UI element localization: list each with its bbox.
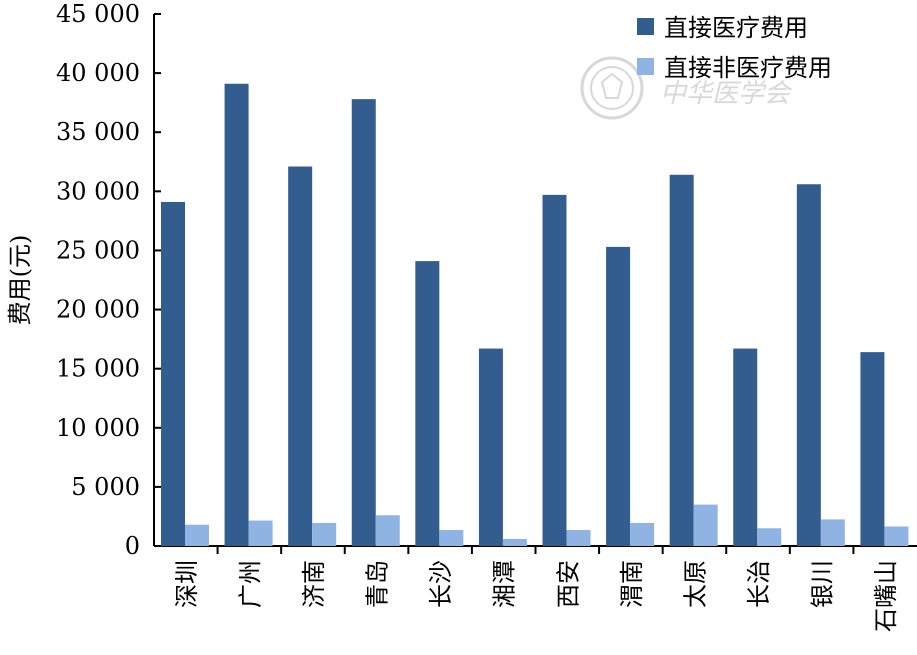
y-tick-label: 5 000 <box>71 473 140 501</box>
bar-direct-medical-1 <box>224 83 249 547</box>
x-axis-labels: 深圳 广州 济南 青岛 长沙 湘潭 西安 渭南 太原 长治 银川 石嘴山 <box>173 546 900 632</box>
bar-direct-nonmedical-4 <box>439 530 464 546</box>
bar-direct-nonmedical-0 <box>185 524 209 546</box>
category-label: 深圳 <box>173 560 201 608</box>
bar-direct-nonmedical-7 <box>630 522 655 546</box>
bar-direct-nonmedical-6 <box>566 530 591 546</box>
legend: 直接医疗费用 直接非医疗费用 <box>637 14 832 82</box>
watermark-text: 中华医学会 <box>660 79 793 109</box>
bar-direct-medical-4 <box>415 261 440 546</box>
category-label: 太原 <box>681 560 709 608</box>
category-label: 济南 <box>300 560 328 608</box>
bar-direct-nonmedical-9 <box>757 528 782 546</box>
bar-direct-medical-6 <box>542 194 567 546</box>
bar-direct-nonmedical-11 <box>884 526 909 546</box>
bar-direct-medical-5 <box>478 348 503 546</box>
category-label: 湘潭 <box>491 560 519 608</box>
bar-direct-medical-7 <box>606 246 631 547</box>
category-label: 青岛 <box>364 560 392 608</box>
bar-direct-nonmedical-3 <box>375 515 400 546</box>
y-tick-label: 15 000 <box>56 355 140 383</box>
legend-swatch-direct-medical <box>637 18 654 35</box>
y-tick-label: 20 000 <box>56 296 140 324</box>
bar-direct-medical-9 <box>733 348 758 546</box>
bar-direct-nonmedical-10 <box>820 519 845 546</box>
y-tick-label: 10 000 <box>56 414 140 442</box>
bar-direct-nonmedical-2 <box>312 522 337 546</box>
category-label: 石嘴山 <box>872 560 900 632</box>
category-label: 广州 <box>236 560 264 608</box>
watermark: 中华医学会 <box>580 56 793 120</box>
bar-direct-medical-0 <box>161 201 185 546</box>
category-label: 渭南 <box>618 560 646 608</box>
legend-label-direct-nonmedical: 直接非医疗费用 <box>664 54 832 82</box>
bar-direct-nonmedical-5 <box>502 538 527 546</box>
legend-swatch-direct-nonmedical <box>637 58 654 75</box>
legend-label-direct-medical: 直接医疗费用 <box>664 14 808 42</box>
bar-direct-medical-8 <box>669 174 694 546</box>
bar-direct-medical-11 <box>860 352 885 546</box>
bar-direct-nonmedical-1 <box>248 520 273 546</box>
y-axis-ticks: 0 5 000 10 000 15 000 20 000 25 000 30 000 35 0… <box>56 0 161 560</box>
society-seal-icon <box>580 56 644 120</box>
bar-direct-nonmedical-8 <box>693 504 718 546</box>
y-tick-label: 0 <box>125 532 140 560</box>
y-axis-title: 费用(元) <box>6 235 34 326</box>
category-label: 长治 <box>745 560 773 608</box>
bar-direct-medical-10 <box>796 184 821 547</box>
y-tick-label: 40 000 <box>56 59 140 87</box>
category-label: 银川 <box>809 560 837 608</box>
category-label: 西安 <box>554 560 582 608</box>
y-tick-label: 35 000 <box>56 118 140 146</box>
bars <box>161 83 909 547</box>
bar-direct-medical-2 <box>288 166 313 547</box>
y-tick-label: 25 000 <box>56 236 140 264</box>
y-tick-label: 45 000 <box>56 0 140 28</box>
bar-direct-medical-3 <box>351 99 376 547</box>
y-tick-label: 30 000 <box>56 177 140 205</box>
category-label: 长沙 <box>427 560 455 608</box>
